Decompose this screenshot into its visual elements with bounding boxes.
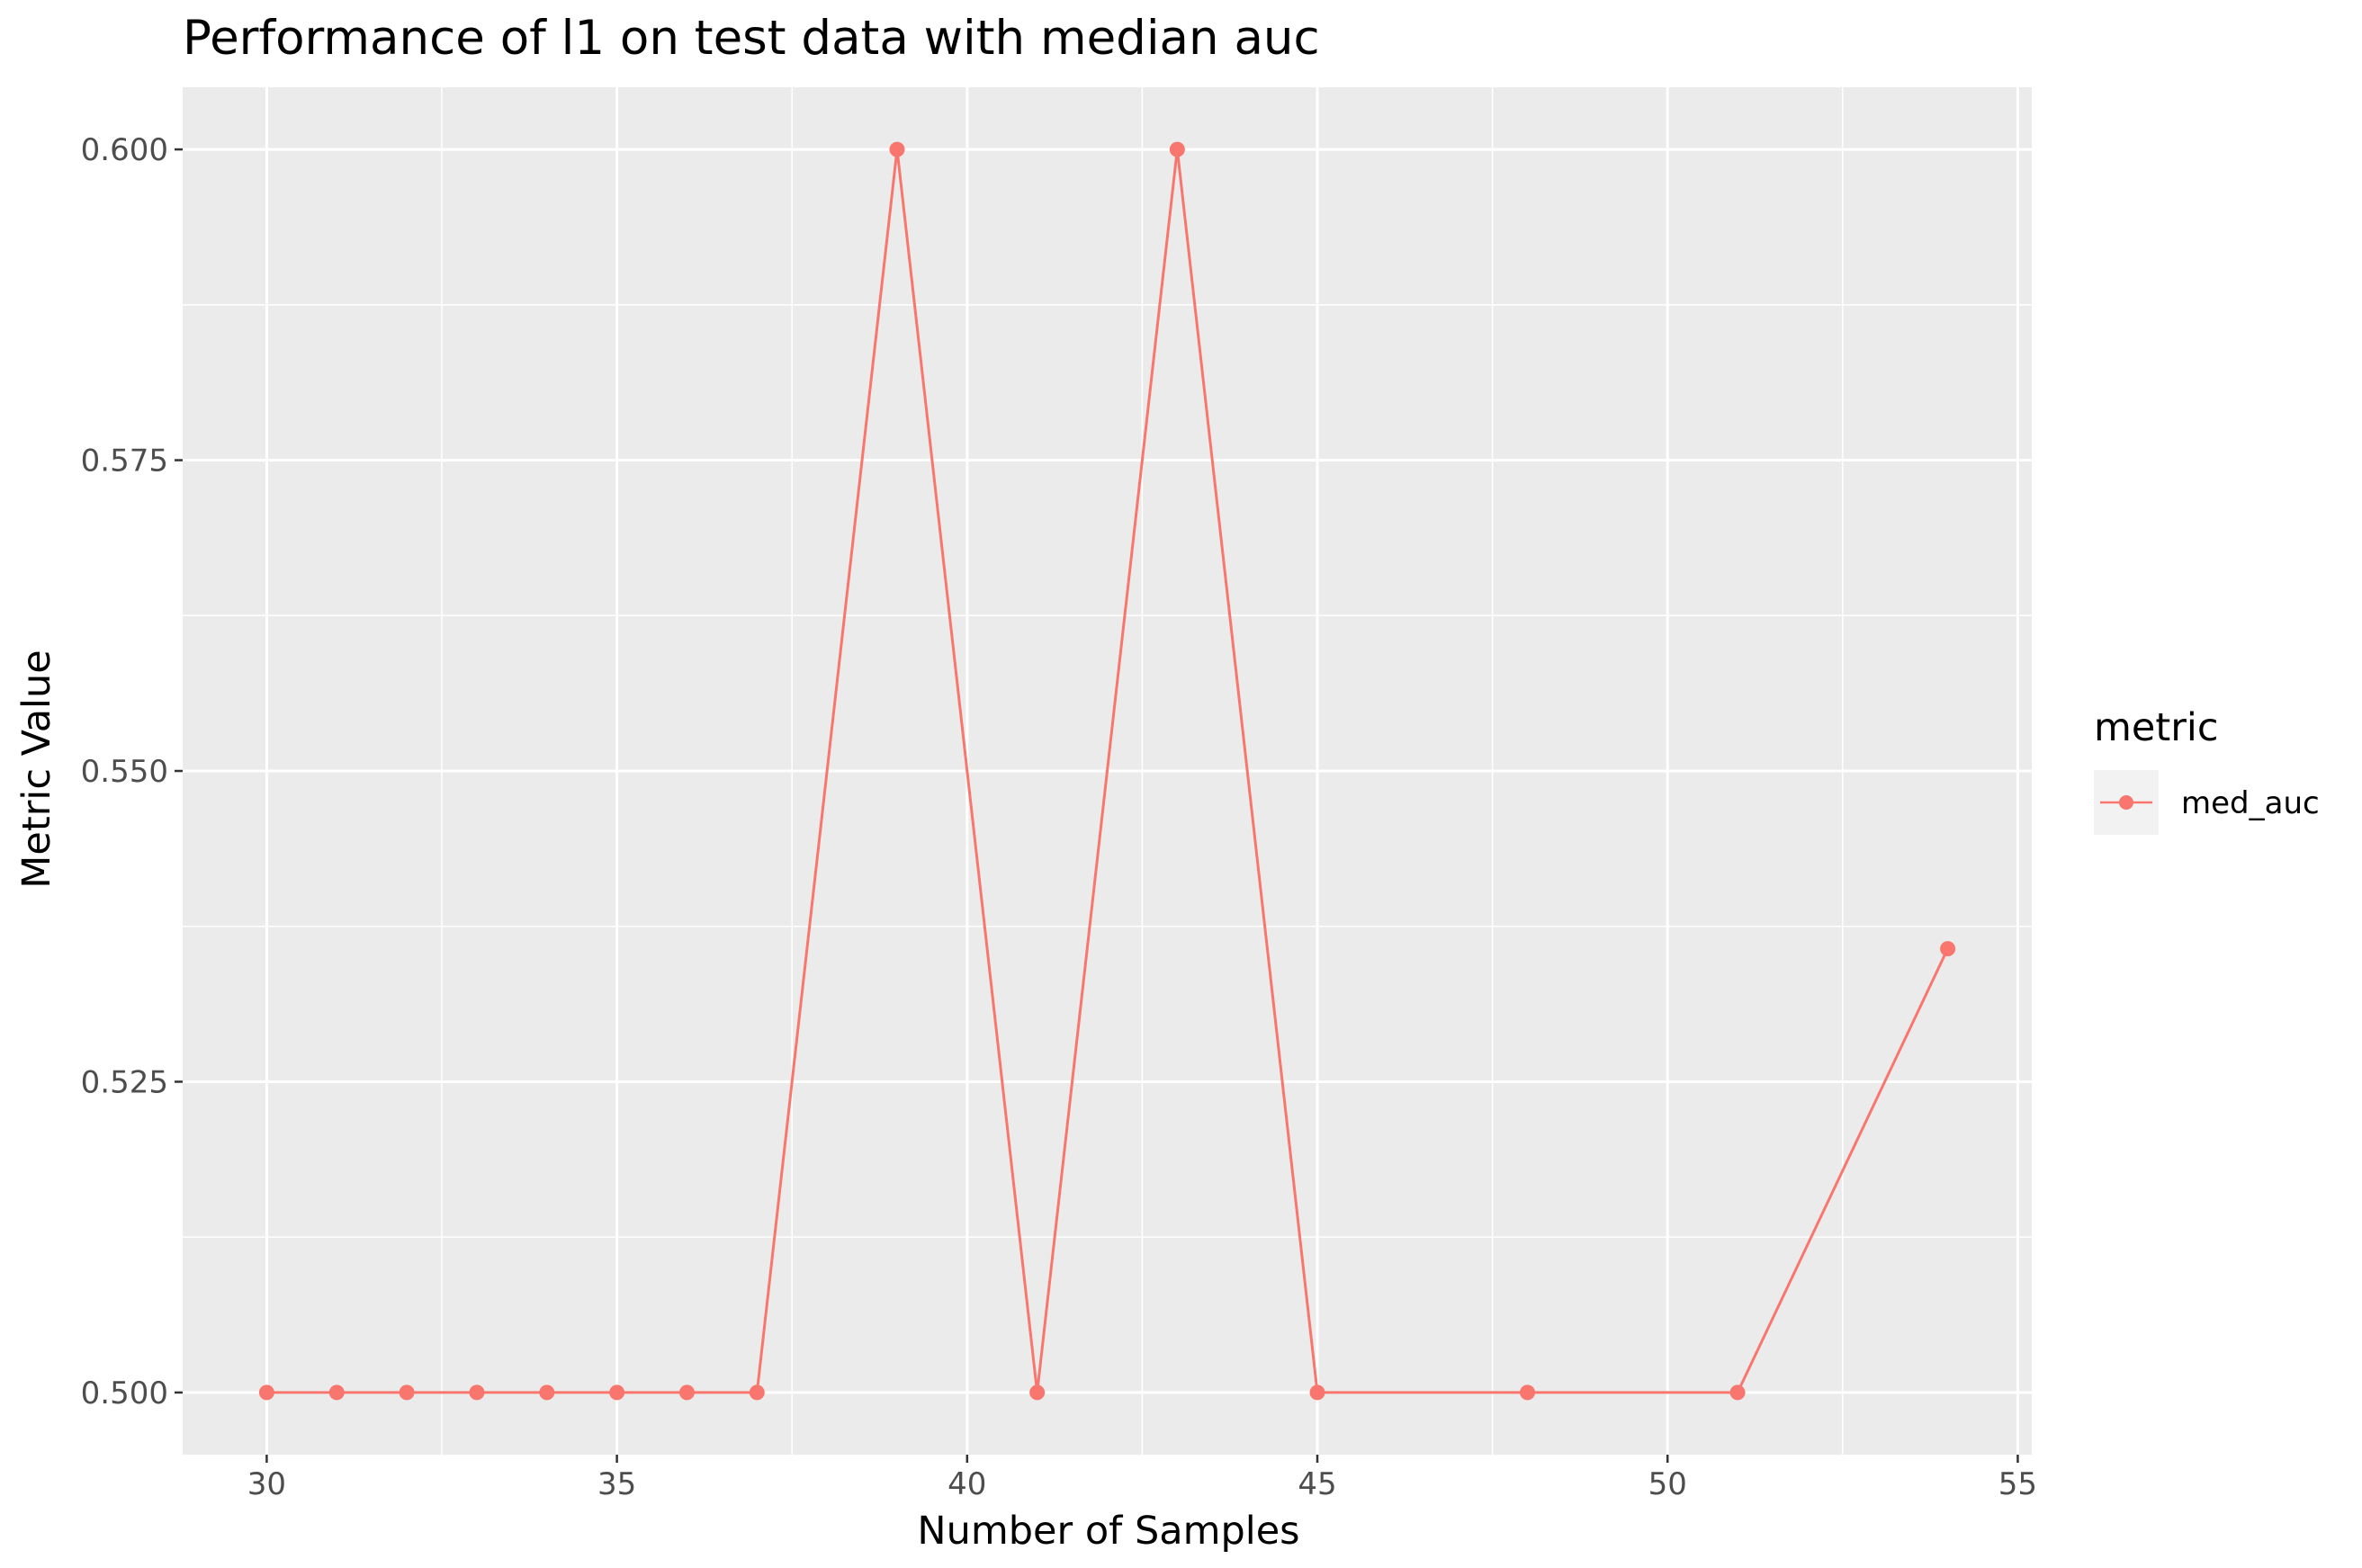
- x-tick-label: 30: [247, 1466, 286, 1502]
- x-tick-label: 45: [1298, 1466, 1336, 1502]
- y-tick-label: 0.550: [81, 754, 168, 790]
- data-point: [258, 1384, 274, 1401]
- data-point: [678, 1384, 695, 1401]
- data-point: [1169, 141, 1185, 157]
- y-axis-tick-labels: 0.500 0.525 0.550 0.575 0.600: [81, 132, 168, 1411]
- y-tick-label: 0.525: [81, 1064, 168, 1100]
- legend-title: metric: [2094, 705, 2218, 750]
- legend-key-point: [2119, 795, 2133, 810]
- x-tick-label: 40: [947, 1466, 986, 1502]
- data-point: [609, 1384, 625, 1401]
- legend: metric med_auc: [2094, 705, 2320, 835]
- data-point: [1520, 1384, 1536, 1401]
- x-axis-tick-labels: 30 35 40 45 50 55: [247, 1466, 2037, 1502]
- data-point: [1309, 1384, 1325, 1401]
- data-point: [1940, 941, 1956, 957]
- x-axis-title: Number of Samples: [917, 1509, 1299, 1554]
- data-point: [1029, 1384, 1046, 1401]
- data-point: [469, 1384, 485, 1401]
- axis-ticks: [175, 148, 2019, 1463]
- data-point: [749, 1384, 765, 1401]
- data-point: [399, 1384, 415, 1401]
- x-tick-label: 50: [1648, 1466, 1687, 1502]
- y-axis-title: Metric Value: [14, 650, 59, 888]
- y-tick-label: 0.600: [81, 132, 168, 168]
- data-point: [328, 1384, 345, 1401]
- legend-item-med-auc: med_auc: [2181, 785, 2320, 821]
- y-tick-label: 0.500: [81, 1375, 168, 1411]
- x-tick-label: 55: [1998, 1466, 2037, 1502]
- chart-title: Performance of l1 on test data with medi…: [183, 11, 1320, 66]
- series-points: [258, 141, 1956, 1401]
- x-tick-label: 35: [597, 1466, 636, 1502]
- data-point: [1729, 1384, 1746, 1401]
- y-tick-label: 0.575: [81, 444, 168, 479]
- data-point: [539, 1384, 555, 1401]
- data-point: [889, 141, 905, 157]
